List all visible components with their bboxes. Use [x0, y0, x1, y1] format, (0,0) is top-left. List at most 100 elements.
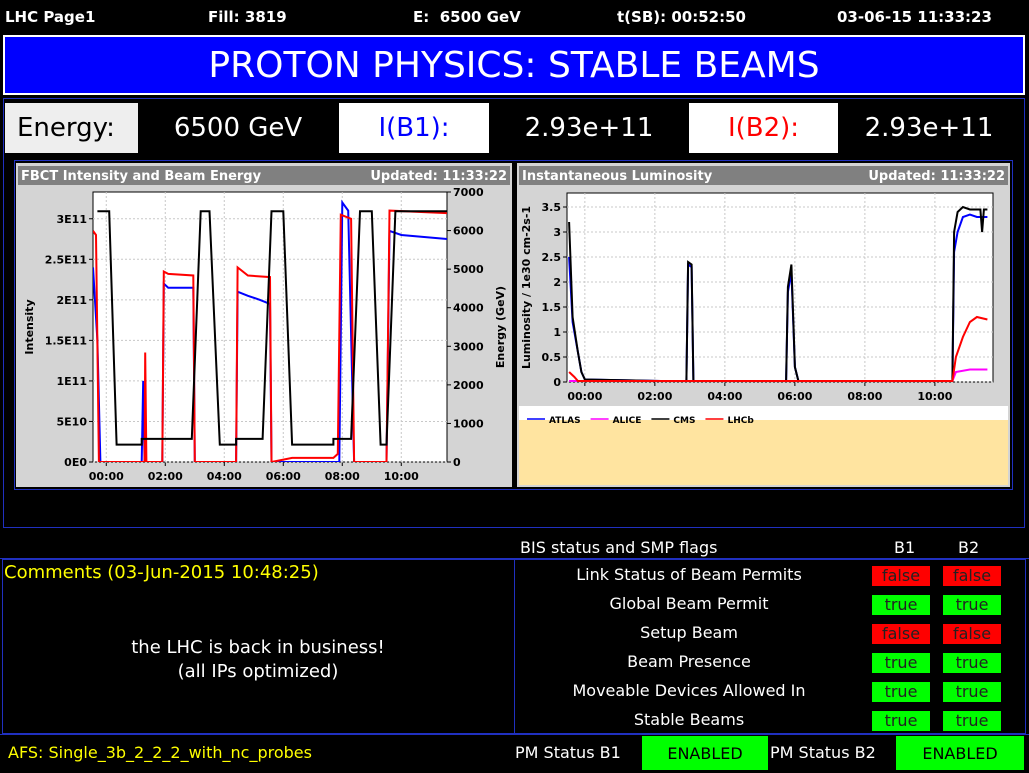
series-line — [93, 209, 447, 462]
y2-tick-label: 7000 — [453, 186, 484, 199]
y-tick-label: 2.5 — [542, 251, 562, 264]
chart-updated: Updated: 11:33:22 — [868, 169, 1005, 184]
y2-tick-label: 6000 — [453, 225, 484, 238]
comments-title: Comments (03-Jun-2015 10:48:25) — [4, 562, 319, 583]
x-tick-label: 00:00 — [89, 470, 124, 483]
pm-b2-status: ENABLED — [896, 736, 1024, 770]
comment-line: (all IPs optimized) — [177, 661, 339, 682]
time-stable-beams: t(SB): 00:52:50 — [617, 8, 746, 26]
bis-flag-b1: false — [872, 566, 930, 586]
bis-column: B1 — [894, 538, 916, 557]
y-tick-label: 3E11 — [57, 213, 87, 226]
bis-flag-b1: true — [872, 594, 930, 615]
x-tick-label: 02:00 — [148, 470, 183, 483]
legend-label: LHCb — [727, 416, 754, 426]
y-tick-label: 5E10 — [57, 415, 88, 428]
x-tick-label: 10:00 — [917, 390, 952, 403]
bis-row-name: Link Status of Beam Permits — [576, 565, 802, 584]
pm-b2-label: PM Status B2 — [770, 743, 876, 762]
x-tick-label: 10:00 — [384, 470, 419, 483]
y-tick-label: 2.5E11 — [45, 253, 87, 266]
y-tick-label: 1.5E11 — [45, 334, 87, 347]
legend-label: CMS — [673, 416, 695, 426]
y2-tick-label: 1000 — [453, 417, 484, 430]
x-tick-label: 06:00 — [266, 470, 301, 483]
pm-b1-status: ENABLED — [642, 736, 768, 770]
page-name: LHC Page1 — [5, 8, 96, 26]
bis-flag-b2: true — [943, 652, 1001, 673]
y2-tick-label: 5000 — [453, 263, 484, 276]
x-tick-label: 06:00 — [777, 390, 812, 403]
y-axis-label: Intensity — [23, 299, 36, 354]
legend-strip — [519, 406, 1008, 420]
pm-b1-label: PM Status B1 — [515, 743, 621, 762]
y-tick-label: 1 — [553, 326, 561, 339]
comment-line: the LHC is back in business! — [131, 637, 385, 658]
charts-frame — [14, 160, 1013, 490]
y-tick-label: 1E11 — [57, 375, 87, 388]
bis-row-name: Setup Beam — [640, 622, 738, 642]
y-tick-label: 2 — [553, 276, 561, 289]
energy-label: Energy: — [5, 103, 138, 153]
y-tick-label: 0 — [553, 376, 561, 389]
chart-title-bar — [519, 166, 1008, 185]
series-line — [568, 315, 988, 382]
chart-updated: Updated: 11:33:22 — [370, 169, 507, 184]
bis-flag-b2: true — [943, 681, 1001, 702]
divider — [0, 558, 1029, 559]
bis-panel — [514, 559, 1026, 734]
y2-tick-label: 2000 — [453, 379, 484, 392]
afs-status: AFS: Single_3b_2_2_2_with_nc_probes — [8, 743, 312, 762]
luminosity-chart: Instantaneous Luminosity Updated: 11:33:2… — [517, 163, 1010, 487]
ib1-label: I(B1): — [339, 103, 489, 153]
bis-flag-b2: true — [943, 594, 1001, 615]
bis-column: B2 — [958, 538, 980, 557]
y2-tick-label: 0 — [453, 456, 461, 469]
x-tick-label: 04:00 — [707, 390, 742, 403]
bis-flag-b2: false — [943, 623, 1001, 644]
x-tick-label: 08:00 — [325, 470, 360, 483]
y-axis-label: Luminosity / 1e30 cm-2s-1 — [520, 206, 533, 369]
y-tick-label: 1.5 — [542, 301, 562, 314]
main-frame — [3, 98, 1025, 528]
y-tick-label: 0.5 — [542, 351, 562, 364]
y2-tick-label: 3000 — [453, 340, 484, 353]
ib2-value: 2.93e+11 — [864, 113, 994, 143]
bis-flag-b1: false — [872, 623, 930, 644]
energy-value: 6500 GeV — [173, 113, 303, 143]
bis-title: BIS status and SMP flags — [520, 538, 718, 557]
y-tick-label: 0E0 — [64, 456, 87, 469]
plot-area — [566, 192, 994, 383]
ib1-value: 2.93e+11 — [524, 113, 654, 143]
y-tick-label: 3.5 — [542, 201, 562, 214]
x-tick-label: 02:00 — [637, 390, 672, 403]
timestamp: 03-06-15 11:33:23 — [837, 8, 992, 26]
chart-title: Instantaneous Luminosity — [522, 169, 713, 184]
bis-flag-b2: false — [943, 566, 1001, 586]
series-line — [97, 210, 447, 446]
chart-title: FBCT Intensity and Beam Energy — [21, 169, 262, 184]
page-title: PROTON PHYSICS: STABLE BEAMS — [3, 35, 1025, 95]
bis-flag-b2: true — [943, 710, 1001, 731]
x-tick-label: 08:00 — [847, 390, 882, 403]
y2-axis-label: Energy (GeV) — [494, 286, 507, 368]
bis-row-name: Beam Presence — [627, 651, 751, 671]
chart-title-bar — [18, 166, 510, 185]
intensity-chart: FBCT Intensity and Beam Energy Updated: 1… — [16, 163, 512, 487]
x-tick-label: 00:00 — [567, 390, 602, 403]
comments-body: the LHC is back in business! (all IPs op… — [4, 636, 512, 684]
divider — [0, 734, 1029, 735]
bis-row-name: Stable Beams — [633, 709, 745, 729]
bis-row-name: Moveable Devices Allowed In — [572, 680, 806, 700]
fill-number: Fill: 3819 — [208, 8, 287, 26]
bis-flag-b1: true — [872, 652, 930, 673]
beam-energy: E: 6500 GeV — [413, 8, 521, 26]
series-line — [568, 205, 988, 382]
y2-tick-label: 4000 — [453, 302, 484, 315]
x-tick-label: 04:00 — [207, 470, 242, 483]
bis-flag-b1: true — [872, 710, 930, 731]
bis-row-name: Global Beam Permit — [609, 593, 769, 613]
legend-label: ALICE — [613, 416, 642, 426]
ib2-label: I(B2): — [689, 103, 838, 153]
